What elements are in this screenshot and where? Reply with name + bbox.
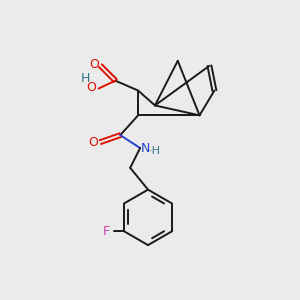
Text: ·H: ·H <box>149 146 161 156</box>
Text: H: H <box>81 72 90 85</box>
Text: O: O <box>90 58 100 71</box>
Text: N: N <box>140 142 150 154</box>
Text: O: O <box>88 136 98 148</box>
Text: O: O <box>87 81 97 94</box>
Text: F: F <box>103 225 110 238</box>
